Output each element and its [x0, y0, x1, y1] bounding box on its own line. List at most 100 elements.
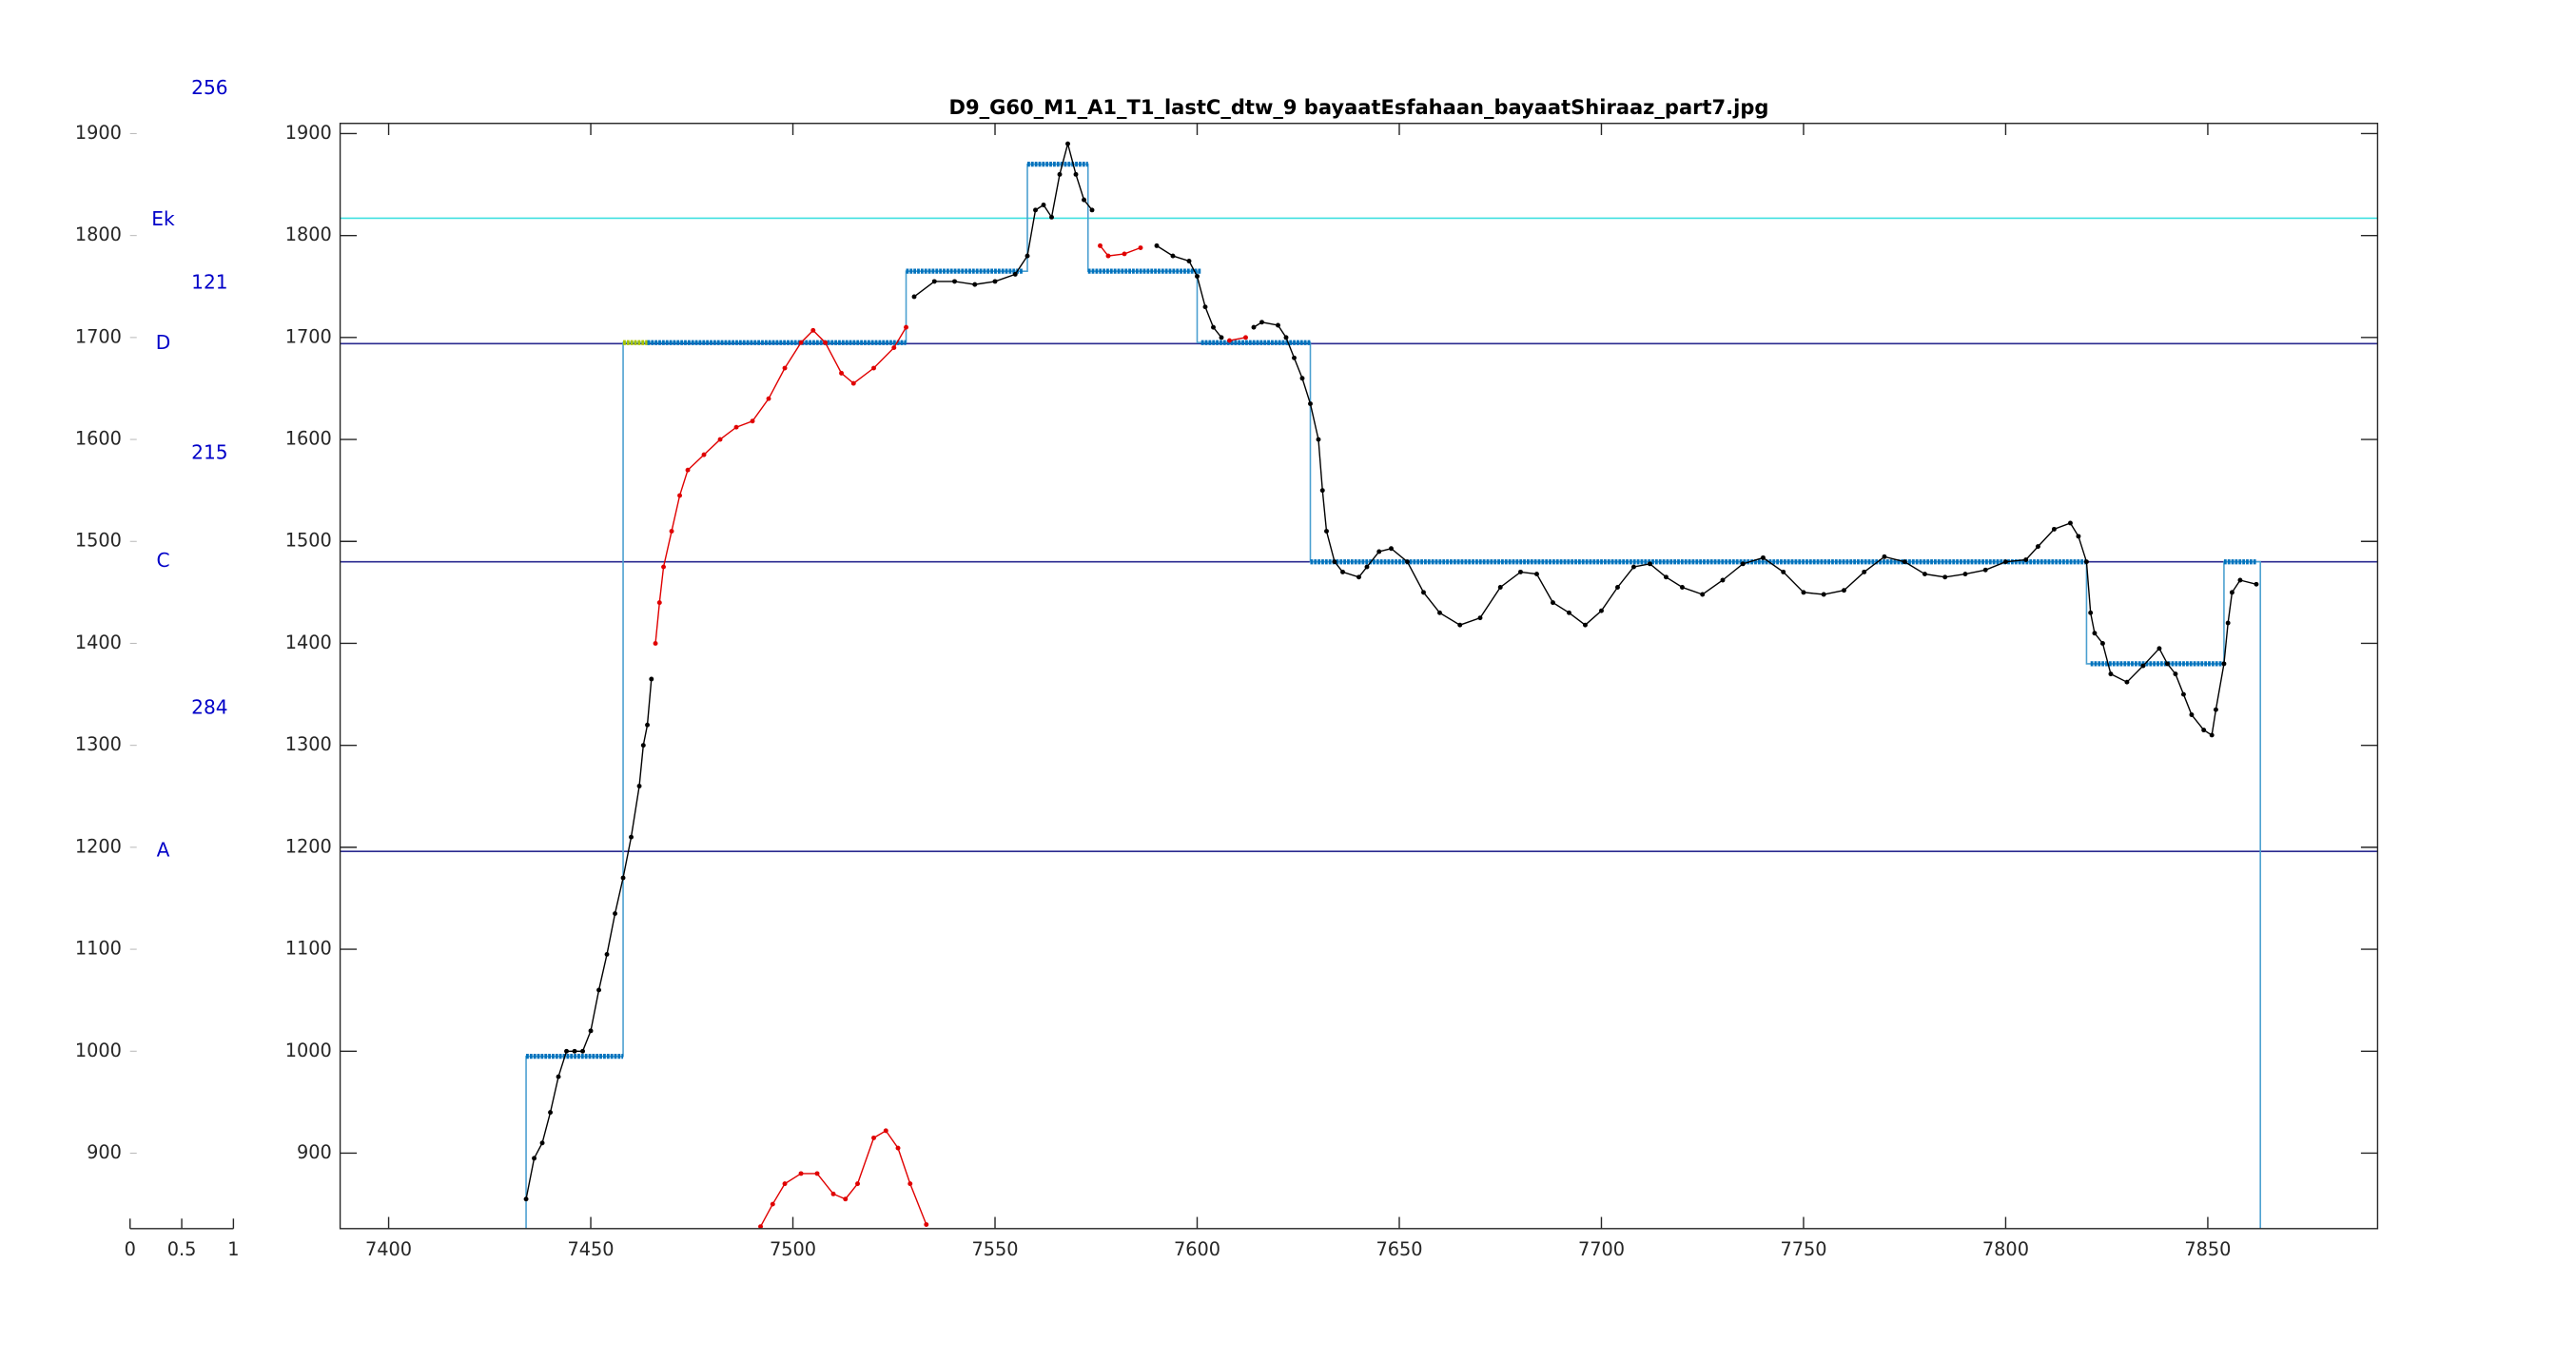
- pitch-point: [2099, 641, 2105, 646]
- pitch-point: [1283, 335, 1289, 340]
- y-tick-label: 1800: [285, 224, 332, 245]
- annotation: 256: [191, 76, 227, 99]
- pitch-point: [564, 1048, 569, 1054]
- pitch-point: [1012, 271, 1018, 277]
- pitch-point: [782, 1181, 788, 1187]
- pitch-point: [539, 1140, 545, 1146]
- pitch-point: [891, 345, 897, 351]
- pitch-point: [604, 951, 610, 957]
- pitch-point: [1720, 577, 1726, 583]
- x-tick-label: 7400: [365, 1238, 412, 1260]
- pitch-point: [2225, 620, 2231, 626]
- annotation: C: [156, 549, 169, 572]
- pitch-point: [750, 418, 755, 424]
- y-tick-label: 1000: [75, 1040, 122, 1061]
- pitch-point: [2180, 691, 2186, 697]
- pitch-point: [1842, 588, 1846, 593]
- pitch-point: [1740, 561, 1746, 567]
- pitch-line: [1099, 244, 1142, 257]
- pitch-point: [843, 1196, 849, 1202]
- pitch-point: [1154, 243, 1160, 248]
- pitch-point: [2088, 610, 2094, 615]
- pitch-point: [1376, 549, 1382, 554]
- pitch-point: [924, 1222, 929, 1227]
- pitch-point: [798, 1171, 804, 1176]
- pitch-line: [654, 326, 907, 644]
- pitch-point: [1324, 529, 1329, 534]
- pitch-point: [931, 279, 937, 284]
- pitch-point: [572, 1048, 577, 1054]
- pitch-point: [952, 279, 957, 284]
- chart-title: D9_G60_M1_A1_T1_lastC_dtw_9 bayaatEsfaha…: [949, 95, 1769, 119]
- pitch-point: [1219, 335, 1224, 340]
- annotation: 121: [191, 271, 227, 294]
- pitch-point: [685, 467, 691, 473]
- pitch-point: [1680, 585, 1685, 590]
- pitch-point: [1299, 376, 1305, 381]
- pitch-point: [1518, 569, 1523, 574]
- pitch-point: [1405, 559, 1410, 565]
- pitch-point: [2164, 661, 2170, 667]
- pitch-point: [992, 279, 998, 284]
- pitch-point: [1356, 574, 1361, 580]
- pitch-point: [2067, 520, 2073, 526]
- pitch-point: [2083, 559, 2089, 565]
- pitch-point: [1243, 335, 1248, 340]
- pitch-point: [2108, 671, 2114, 677]
- pitch-point: [1251, 324, 1257, 330]
- pitch-point: [1801, 590, 1806, 595]
- plot-area: [340, 141, 2378, 1229]
- y-tick-label: 1300: [285, 733, 332, 755]
- pitch-point: [1227, 338, 1232, 343]
- pitch-point: [1089, 207, 1095, 213]
- y-tick-label: 1000: [285, 1040, 332, 1061]
- pitch-point: [1308, 401, 1313, 406]
- pitch-point: [2189, 712, 2195, 717]
- pitch-point: [766, 396, 771, 401]
- pitch-point: [1497, 585, 1503, 590]
- pitch-point: [1615, 585, 1620, 590]
- pitch-point: [1477, 615, 1483, 621]
- pitch-point: [1073, 171, 1079, 177]
- pitch-point: [758, 1224, 763, 1229]
- annotation: 284: [191, 696, 227, 719]
- y-tick-label: 900: [297, 1141, 332, 1163]
- pitch-point: [2140, 663, 2146, 669]
- x-tick-label: 7500: [770, 1238, 816, 1260]
- pitch-point: [2124, 679, 2130, 685]
- annotation: Ek: [151, 207, 175, 230]
- pitch-point: [2201, 728, 2207, 733]
- pitch-point: [1567, 610, 1571, 615]
- pitch-point: [972, 282, 978, 287]
- pitch-point: [656, 600, 662, 606]
- pitch-point: [871, 1135, 876, 1140]
- pitch-point: [823, 340, 828, 345]
- pitch-point: [661, 564, 666, 570]
- pitch-point: [830, 1191, 836, 1196]
- y-tick-label: 1600: [285, 428, 332, 450]
- pitch-point: [1781, 569, 1786, 574]
- axes-box: [339, 123, 2379, 1230]
- pitch-point: [1170, 253, 1176, 259]
- pitch-point: [798, 340, 804, 345]
- pitch-point: [1821, 592, 1826, 597]
- pitch-point: [1551, 600, 1555, 606]
- pitch-point: [636, 784, 642, 788]
- pitch-point: [1700, 592, 1706, 597]
- pitch-point: [1982, 567, 1988, 573]
- x-tick-label: 7600: [1174, 1238, 1220, 1260]
- pitch-point: [548, 1110, 554, 1116]
- y-tick-label: 1400: [75, 632, 122, 653]
- pitch-point: [2051, 526, 2057, 532]
- pitch-point: [1082, 197, 1086, 203]
- pitch-point: [1340, 569, 1345, 574]
- pitch-point: [1882, 554, 1887, 559]
- pitch-point: [1065, 141, 1070, 146]
- pitch-point: [613, 911, 617, 917]
- y-tick-label: 1500: [75, 530, 122, 552]
- pitch-point: [1389, 546, 1394, 552]
- pitch-point: [1033, 207, 1038, 213]
- pitch-point: [1098, 243, 1103, 248]
